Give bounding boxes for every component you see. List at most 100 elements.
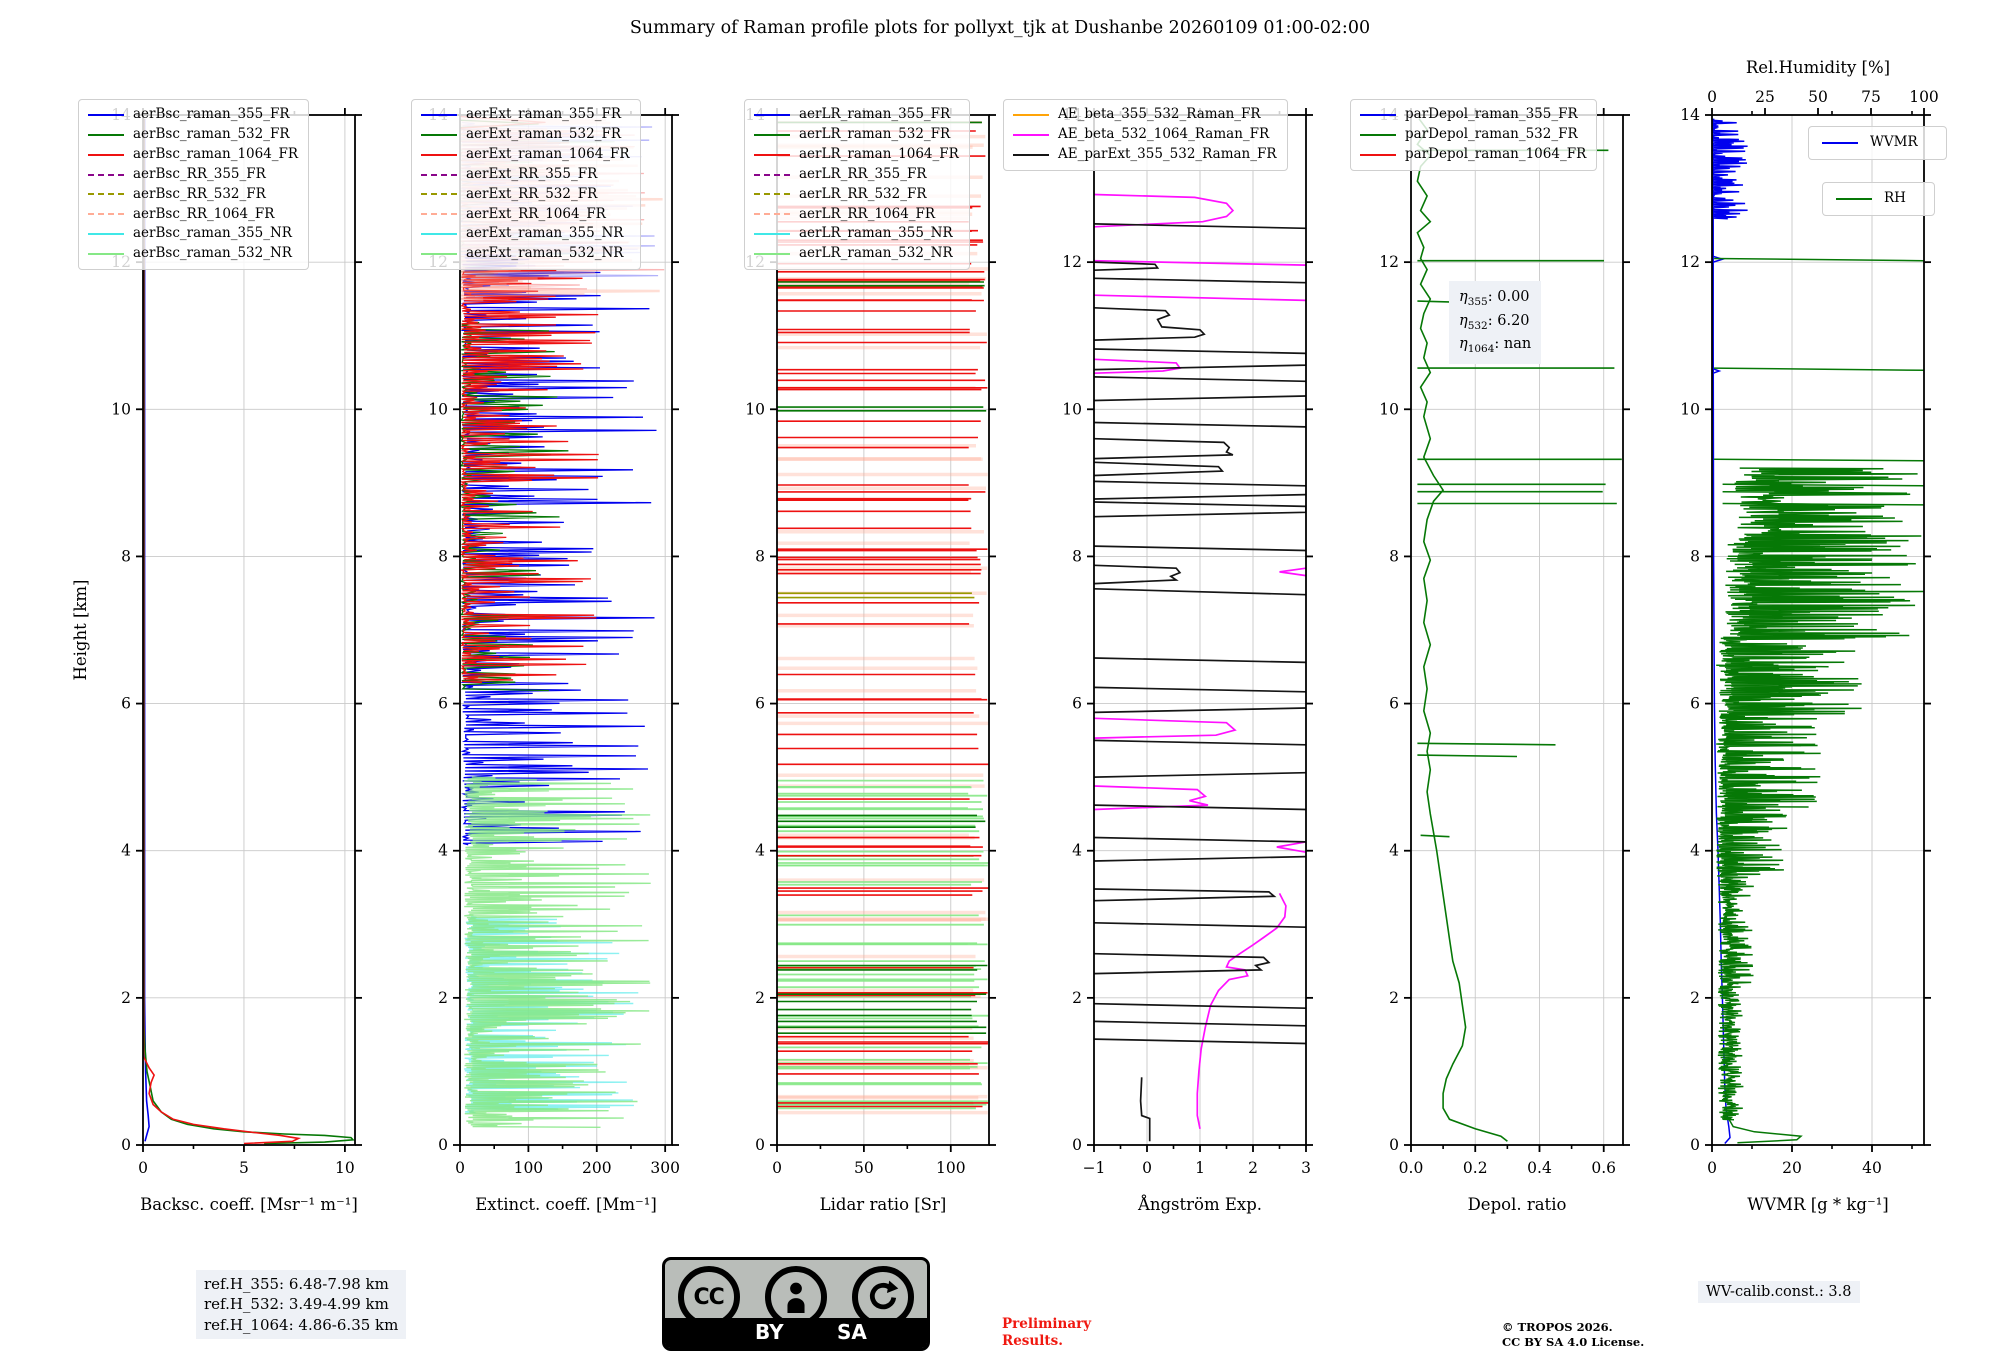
legend-line-sample: [1013, 133, 1049, 136]
legend-entry: aerExt_raman_532_FR: [421, 125, 630, 145]
svg-text:12: 12: [1379, 253, 1399, 271]
legend-entry: aerExt_raman_1064_FR: [421, 145, 630, 165]
svg-text:8: 8: [1072, 547, 1082, 565]
legend-line-sample: [1360, 153, 1396, 156]
legend-line-sample: [421, 233, 457, 236]
svg-text:4: 4: [1690, 842, 1700, 860]
legend-line-sample: [754, 173, 790, 176]
legend-label: AE_parExt_355_532_Raman_FR: [1058, 145, 1277, 162]
svg-text:100: 100: [936, 1159, 966, 1177]
legend-label: aerLR_raman_355_FR: [799, 106, 951, 123]
legend-entry: aerLR_raman_355_NR: [754, 224, 959, 244]
svg-text:4: 4: [1389, 842, 1399, 860]
svg-text:0: 0: [1690, 1136, 1700, 1154]
svg-text:10: 10: [111, 400, 131, 418]
svg-text:10: 10: [335, 1159, 355, 1177]
legend-line-sample: [1360, 133, 1396, 136]
svg-text:10: 10: [1379, 400, 1399, 418]
legend-label: aerLR_raman_532_NR: [799, 245, 953, 262]
svg-text:2: 2: [438, 989, 448, 1007]
svg-text:0: 0: [1707, 1159, 1717, 1177]
svg-text:40: 40: [1862, 1159, 1882, 1177]
legend-entry: WVMR: [1818, 132, 1936, 154]
svg-text:6: 6: [1690, 695, 1700, 713]
legend-line-sample: [421, 153, 457, 156]
svg-text:200: 200: [582, 1159, 612, 1177]
legend-line-sample: [754, 253, 790, 256]
cc-by-label: BY: [755, 1320, 784, 1344]
legend-line-sample: [88, 153, 124, 156]
legend-entry: parDepol_raman_532_FR: [1360, 125, 1586, 145]
svg-text:2: 2: [755, 989, 765, 1007]
legend-entry: aerLR_raman_355_FR: [754, 105, 959, 125]
legend-label: aerLR_raman_1064_FR: [799, 145, 959, 162]
legend-label: aerLR_RR_1064_FR: [799, 205, 936, 222]
backscatter-legend: aerBsc_raman_355_FR aerBsc_raman_532_FR ae…: [78, 99, 310, 270]
legend-line-sample: [754, 233, 790, 236]
svg-text:Extinct. coeff. [Mm⁻¹]: Extinct. coeff. [Mm⁻¹]: [475, 1195, 657, 1214]
legend-label: parDepol_raman_355_FR: [1405, 106, 1578, 123]
svg-text:0: 0: [1389, 1136, 1399, 1154]
svg-text:4: 4: [121, 842, 131, 860]
svg-text:12: 12: [1680, 253, 1700, 271]
legend-line-sample: [88, 193, 124, 196]
legend-entry: aerExt_raman_532_NR: [421, 244, 630, 264]
svg-text:3: 3: [1301, 1159, 1311, 1177]
eta-532-line: η532: 6.20: [1459, 312, 1530, 332]
legend-label: RH: [1884, 190, 1906, 206]
svg-text:0: 0: [1142, 1159, 1152, 1177]
legend-line-sample: [754, 213, 790, 216]
legend-entry: aerBsc_raman_532_NR: [88, 244, 298, 264]
legend-line-sample: [88, 113, 124, 116]
svg-text:0: 0: [438, 1136, 448, 1154]
legend-entry: aerExt_raman_355_FR: [421, 105, 630, 125]
svg-text:8: 8: [121, 547, 131, 565]
legend-line-sample: [421, 213, 457, 216]
svg-text:WVMR [g * kg⁻¹]: WVMR [g * kg⁻¹]: [1747, 1195, 1889, 1214]
legend-entry: aerLR_raman_1064_FR: [754, 145, 959, 165]
legend-entry: aerBsc_raman_532_FR: [88, 125, 298, 145]
preliminary-results-note: Preliminary Results.: [1002, 1316, 1092, 1349]
legend-line-sample: [1013, 113, 1049, 116]
svg-text:8: 8: [438, 547, 448, 565]
svg-text:0.0: 0.0: [1399, 1159, 1424, 1177]
svg-text:1: 1: [1195, 1159, 1205, 1177]
svg-text:0: 0: [455, 1159, 465, 1177]
legend-line-sample: [421, 133, 457, 136]
legend-line-sample: [1822, 141, 1858, 144]
legend-entry: aerBsc_raman_355_NR: [88, 224, 298, 244]
legend-label: aerBsc_raman_355_FR: [133, 106, 290, 123]
svg-text:75: 75: [1861, 88, 1881, 106]
extinction-legend: aerExt_raman_355_FR aerExt_raman_532_FR ae…: [411, 99, 641, 270]
legend-label: aerBsc_raman_532_NR: [133, 245, 292, 262]
legend-entry: RH: [1832, 188, 1924, 210]
svg-text:6: 6: [121, 695, 131, 713]
tropos-copyright: © TROPOS 2026. CC BY SA 4.0 License.: [1502, 1320, 1645, 1349]
legend-entry: aerBsc_raman_1064_FR: [88, 145, 298, 165]
legend-entry: aerExt_raman_355_NR: [421, 224, 630, 244]
svg-text:4: 4: [755, 842, 765, 860]
svg-text:Rel.Humidity [%]: Rel.Humidity [%]: [1746, 58, 1890, 77]
svg-text:25: 25: [1755, 88, 1775, 106]
figure-title: Summary of Raman profile plots for polly…: [629, 18, 1371, 38]
svg-text:14: 14: [1680, 106, 1700, 124]
legend-entry: parDepol_raman_355_FR: [1360, 105, 1586, 125]
legend-label: aerLR_raman_532_FR: [799, 126, 951, 143]
legend-line-sample: [754, 133, 790, 136]
legend-line-sample: [88, 253, 124, 256]
svg-text:2: 2: [1690, 989, 1700, 1007]
svg-text:10: 10: [1680, 400, 1700, 418]
svg-text:6: 6: [438, 695, 448, 713]
legend-line-sample: [754, 113, 790, 116]
legend-label: AE_beta_355_532_Raman_FR: [1058, 106, 1261, 123]
legend-label: aerLR_RR_355_FR: [799, 165, 927, 182]
legend-line-sample: [88, 173, 124, 176]
svg-text:100: 100: [1909, 88, 1939, 106]
legend-label: parDepol_raman_1064_FR: [1405, 145, 1587, 162]
svg-text:Backsc. coeff. [Msr⁻¹ m⁻¹]: Backsc. coeff. [Msr⁻¹ m⁻¹]: [140, 1195, 358, 1214]
wv-calibration-constant: WV-calib.const.: 3.8: [1698, 1281, 1860, 1303]
svg-text:100: 100: [514, 1159, 544, 1177]
legend-line-sample: [421, 253, 457, 256]
legend-line-sample: [88, 213, 124, 216]
svg-text:0: 0: [755, 1136, 765, 1154]
